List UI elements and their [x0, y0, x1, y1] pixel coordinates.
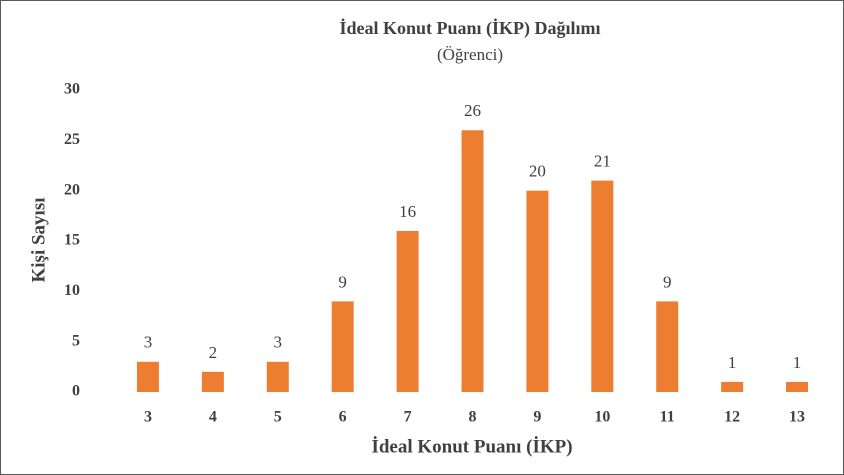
x-tick-label: 4 — [209, 409, 217, 426]
bar — [526, 190, 549, 392]
x-tick-label: 7 — [404, 409, 412, 426]
data-label: 20 — [529, 162, 546, 181]
x-tick-label: 8 — [469, 409, 477, 426]
x-tick-label: 10 — [594, 409, 610, 426]
x-tick-label: 6 — [339, 409, 347, 426]
bar — [396, 230, 419, 392]
bar — [786, 381, 809, 392]
data-label: 1 — [793, 353, 802, 372]
data-label: 2 — [209, 343, 218, 362]
chart-subtitle: (Öğrenci) — [437, 45, 503, 64]
y-tick-label: 10 — [64, 282, 80, 299]
bar — [136, 361, 159, 392]
y-tick-label: 0 — [72, 383, 80, 400]
data-label: 3 — [274, 333, 283, 352]
bar — [331, 301, 354, 392]
x-tick-label: 3 — [144, 409, 152, 426]
x-tick-label: 12 — [724, 409, 740, 426]
y-tick-label: 20 — [64, 181, 80, 198]
data-label: 21 — [594, 152, 611, 171]
data-label: 9 — [338, 272, 347, 291]
bar — [721, 381, 744, 392]
x-tick-label: 5 — [274, 409, 282, 426]
bar — [591, 180, 614, 392]
data-label: 1 — [728, 353, 737, 372]
x-tick-label: 11 — [660, 409, 675, 426]
y-tick-label: 25 — [64, 131, 80, 148]
y-tick-label: 5 — [72, 332, 80, 349]
x-axis-label: İdeal Konut Puanı (İKP) — [371, 436, 572, 457]
bar — [266, 361, 289, 392]
bar — [656, 301, 679, 392]
data-label: 9 — [663, 272, 672, 291]
x-tick-label: 9 — [533, 409, 541, 426]
y-axis-label: Kişi Sayısı — [28, 198, 49, 283]
bar — [201, 371, 224, 392]
y-tick-label: 15 — [64, 232, 80, 249]
x-tick-label: 13 — [789, 409, 805, 426]
chart-title: İdeal Konut Puanı (İKP) Dağılımı — [339, 18, 600, 39]
data-label: 26 — [464, 101, 481, 120]
y-tick-label: 30 — [64, 81, 80, 98]
data-label: 16 — [399, 202, 416, 221]
bar — [461, 130, 484, 392]
data-label: 3 — [144, 333, 153, 352]
